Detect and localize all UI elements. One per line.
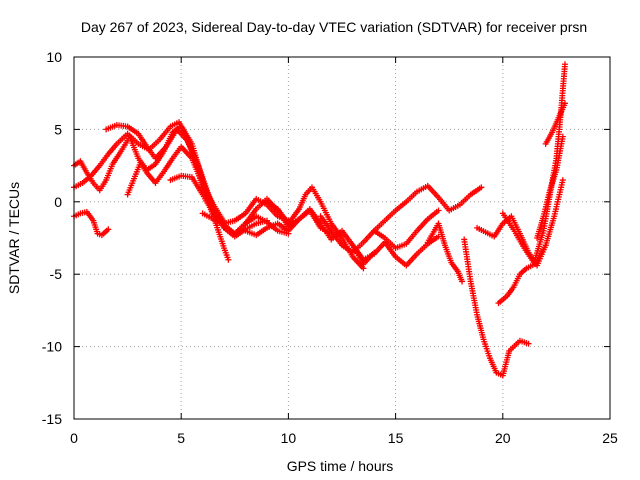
series-track-11	[349, 233, 442, 269]
y-tick-label: -10	[42, 339, 62, 355]
x-tick-label: 20	[495, 430, 511, 446]
x-tick-label: 25	[602, 430, 618, 446]
grid	[74, 57, 610, 419]
y-tick-labels: -15 -10 -5 0 5 10	[42, 49, 62, 427]
x-tick-label: 15	[388, 430, 404, 446]
data-point	[525, 340, 532, 347]
data-points	[71, 61, 568, 379]
series-track-4	[103, 122, 270, 240]
series-track-20	[534, 133, 566, 241]
data-point	[263, 217, 270, 224]
x-tick-labels: 0 5 10 15 20 25	[70, 430, 618, 446]
x-axis-label: GPS time / hours	[287, 458, 394, 474]
data-point	[559, 133, 566, 140]
x-tick-label: 10	[281, 430, 297, 446]
chart-title: Day 267 of 2023, Sidereal Day-to-day VTE…	[81, 19, 587, 35]
data-point	[561, 100, 568, 107]
data-point	[360, 265, 367, 272]
series-track-13	[424, 220, 466, 285]
y-tick-label: 5	[54, 121, 62, 137]
x-tick-label: 0	[70, 430, 78, 446]
y-tick-label: 0	[54, 194, 62, 210]
data-point	[105, 226, 112, 233]
data-point	[225, 256, 232, 263]
y-axis-label: SDTVAR / TECUs	[6, 182, 22, 294]
series-track-5	[124, 143, 228, 226]
series-track-14	[461, 236, 532, 379]
x-tick-label: 5	[177, 430, 185, 446]
plot-frame	[73, 56, 611, 420]
data-point	[561, 61, 568, 68]
data-point	[435, 207, 442, 214]
y-tick-label: -5	[50, 266, 63, 282]
series-track-12	[371, 182, 485, 234]
series-track-9	[263, 184, 367, 272]
data-point	[459, 278, 466, 285]
y-tick-label: -15	[42, 411, 62, 427]
data-point	[559, 177, 566, 184]
data-point	[478, 184, 485, 191]
y-tick-label: 10	[46, 49, 62, 65]
series-track-19	[542, 100, 568, 147]
